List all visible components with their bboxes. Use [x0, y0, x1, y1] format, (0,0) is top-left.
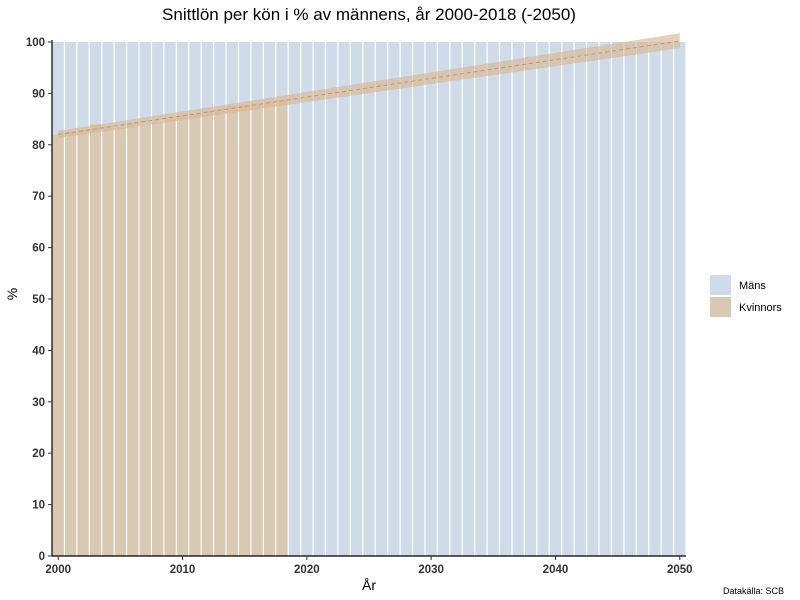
- mens-bar-2036: [500, 42, 512, 556]
- mens-bar-2019: [288, 42, 301, 556]
- womens-bar-2000: [52, 134, 64, 556]
- y-tick-label: 20: [32, 448, 45, 460]
- y-tick-label: 10: [32, 500, 45, 512]
- legend-label: Kvinnors: [739, 302, 782, 314]
- mens-bar-2049: [661, 42, 673, 556]
- y-tick-label: 0: [39, 551, 45, 563]
- trend-layer: [58, 33, 680, 139]
- trend-confidence-ribbon: [58, 33, 680, 139]
- mens-bar-2046: [624, 42, 636, 556]
- y-tick-label: 90: [32, 88, 45, 100]
- mens-bar-2026: [375, 42, 388, 556]
- womens-bar-2007: [139, 125, 151, 557]
- mens-bar-2023: [338, 42, 350, 556]
- mens-bar-2048: [649, 42, 661, 556]
- womens-bar-2018: [276, 100, 288, 556]
- x-tick-label: 2010: [170, 564, 196, 576]
- y-tick-label: 70: [32, 191, 45, 203]
- mens-bar-2043: [587, 42, 599, 556]
- x-axis-title: År: [362, 577, 376, 593]
- mens-bar-2050: [674, 42, 686, 556]
- womens-bar-2011: [189, 113, 201, 557]
- womens-bar-2008: [152, 122, 164, 556]
- mens-bar-2027: [388, 42, 400, 556]
- womens-bar-2016: [251, 103, 263, 557]
- mens-bar-2035: [487, 42, 499, 556]
- legend-label: Mäns: [739, 280, 766, 292]
- mens-bar-2045: [612, 42, 624, 556]
- womens-bar-2010: [176, 114, 189, 556]
- mens-bar-2047: [636, 42, 649, 556]
- y-tick-label: 100: [26, 37, 45, 49]
- x-tick-label: 2000: [45, 564, 71, 576]
- x-tick-label: 2040: [543, 564, 569, 576]
- womens-bar-2004: [102, 126, 114, 556]
- womens-bar-2006: [127, 123, 139, 557]
- mens-bar-2044: [599, 42, 611, 556]
- x-tick-label: 2050: [667, 564, 693, 576]
- mens-bar-2021: [313, 42, 325, 556]
- mens-bar-2037: [512, 42, 524, 556]
- y-tick-label: 40: [32, 345, 45, 357]
- mens-bar-2029: [413, 42, 425, 556]
- womens-bar-2002: [77, 129, 89, 556]
- x-tick-label: 2020: [294, 564, 320, 576]
- mens-bar-2031: [437, 42, 450, 556]
- legend-swatch: [710, 297, 731, 317]
- y-tick-label: 60: [32, 243, 45, 255]
- y-tick-label: 30: [32, 397, 45, 409]
- womens-bar-2005: [114, 127, 126, 556]
- x-tick-label: 2030: [418, 564, 444, 576]
- mens-bar-2022: [326, 42, 338, 556]
- mens-bar-2033: [462, 42, 475, 556]
- chart-title: Snittlön per kön i % av männens, år 2000…: [162, 5, 576, 24]
- womens-bar-2003: [89, 124, 102, 557]
- mens-bar-2038: [525, 42, 537, 556]
- womens-bar-2012: [201, 111, 213, 556]
- womens-bar-2015: [239, 104, 251, 557]
- womens-bar-2013: [214, 108, 226, 556]
- womens-bar-2001: [65, 131, 77, 556]
- mens-bar-2028: [400, 42, 412, 556]
- legend: Mäns Kvinnors: [710, 275, 782, 317]
- mens-bar-2042: [574, 42, 586, 556]
- mens-bar-2025: [363, 42, 375, 556]
- womens-bar-2009: [164, 118, 176, 556]
- mens-bar-2041: [562, 42, 574, 556]
- mens-bar-2039: [537, 42, 549, 556]
- mens-bar-2034: [475, 42, 487, 556]
- mens-bar-2024: [350, 42, 363, 556]
- data-source-caption: Datakälla: SCB: [723, 586, 784, 596]
- womens-bars: [52, 100, 288, 557]
- womens-bar-2014: [226, 106, 238, 556]
- mens-bar-2040: [549, 42, 562, 556]
- mens-bar-2020: [301, 42, 313, 556]
- y-tick-label: 50: [32, 294, 45, 306]
- womens-bar-2017: [263, 102, 276, 556]
- y-tick-label: 80: [32, 140, 45, 152]
- y-axis-title: %: [4, 288, 20, 300]
- legend-swatch: [710, 275, 731, 295]
- mens-bar-2030: [425, 42, 437, 556]
- mens-bar-2032: [450, 42, 462, 556]
